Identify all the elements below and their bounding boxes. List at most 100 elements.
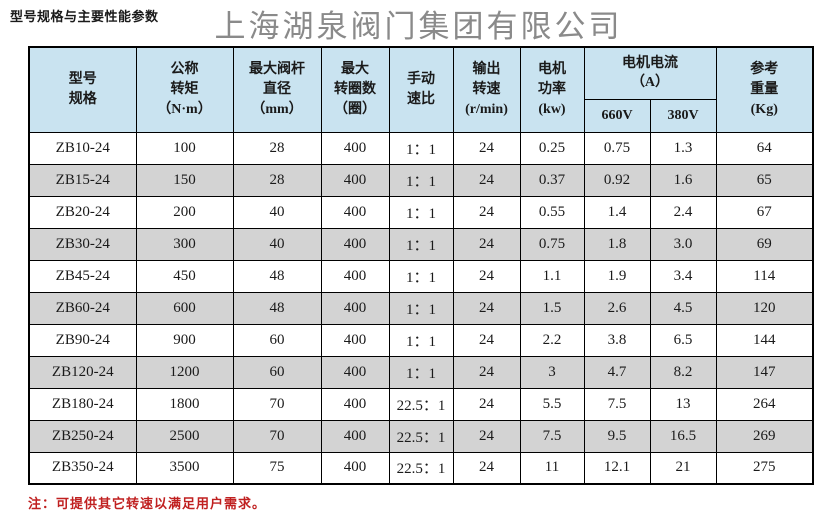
table-cell: 900	[135, 323, 234, 357]
table-cell: 5.5	[519, 387, 585, 421]
table-cell: 28	[232, 163, 322, 197]
table-cell: 400	[320, 387, 390, 421]
table-cell: 1：1	[388, 323, 454, 357]
table-cell: 12.1	[583, 451, 651, 485]
table-cell: 400	[320, 163, 390, 197]
header-stem-diameter: 最大阀杆 直径 （mm）	[232, 46, 322, 133]
table-cell: ZB30-24	[28, 227, 137, 261]
table-cell: 0.92	[583, 163, 651, 197]
table-cell: 2500	[135, 419, 234, 453]
table-cell: ZB20-24	[28, 195, 137, 229]
table-cell: 24	[452, 355, 521, 389]
table-cell: 9.5	[583, 419, 651, 453]
table-cell: ZB10-24	[28, 131, 137, 165]
table-row: ZB60-24 600 48 400 1：1 24 1.5 2.6 4.5 120	[28, 291, 814, 325]
table-row: ZB10-24 100 28 400 1：1 24 0.25 0.75 1.3 64	[28, 131, 814, 165]
table-cell: 269	[715, 419, 814, 453]
table-cell: 65	[715, 163, 814, 197]
table-cell: 0.75	[583, 131, 651, 165]
table-cell: 22.5：1	[388, 419, 454, 453]
table-cell: 24	[452, 291, 521, 325]
table-cell: 1：1	[388, 131, 454, 165]
table-cell: 24	[452, 195, 521, 229]
table-cell: 7.5	[519, 419, 585, 453]
header-max-turns: 最大 转圈数 （圈）	[320, 46, 390, 133]
header-torque: 公称 转矩 （N·m）	[135, 46, 234, 133]
table-cell: 3500	[135, 451, 234, 485]
table-cell: 28	[232, 131, 322, 165]
table-cell: 150	[135, 163, 234, 197]
table-cell: 11	[519, 451, 585, 485]
table-cell: 1：1	[388, 259, 454, 293]
table-cell: 8.2	[649, 355, 717, 389]
header-model: 型号 规格	[28, 46, 137, 133]
table-cell: 24	[452, 387, 521, 421]
table-cell: 400	[320, 227, 390, 261]
table-cell: 114	[715, 259, 814, 293]
table-cell: 22.5：1	[388, 387, 454, 421]
table-cell: 2.2	[519, 323, 585, 357]
table-cell: ZB120-24	[28, 355, 137, 389]
footer-note: 注：可提供其它转速以满足用户需求。	[28, 496, 267, 511]
table-cell: 3.4	[649, 259, 717, 293]
header-motor-power: 电机 功率 (kw)	[519, 46, 585, 133]
table-row: ZB30-24 300 40 400 1：1 24 0.75 1.8 3.0 69	[28, 227, 814, 261]
table-row: ZB350-24 3500 75 400 22.5：1 24 11 12.1 21 275	[28, 451, 814, 485]
table-cell: 24	[452, 451, 521, 485]
table-cell: 3.0	[649, 227, 717, 261]
table-row: ZB15-24 150 28 400 1：1 24 0.37 0.92 1.6 65	[28, 163, 814, 197]
table-cell: 400	[320, 195, 390, 229]
table-cell: 400	[320, 451, 390, 485]
table-cell: 275	[715, 451, 814, 485]
table-cell: 400	[320, 131, 390, 165]
table-cell: 4.5	[649, 291, 717, 325]
table-cell: 1.4	[583, 195, 651, 229]
table-cell: 70	[232, 387, 322, 421]
table-cell: 120	[715, 291, 814, 325]
table-cell: 147	[715, 355, 814, 389]
table-cell: 1.9	[583, 259, 651, 293]
table-cell: 0.75	[519, 227, 585, 261]
table-cell: ZB180-24	[28, 387, 137, 421]
table-cell: ZB250-24	[28, 419, 137, 453]
table-cell: 75	[232, 451, 322, 485]
table-cell: 6.5	[649, 323, 717, 357]
table-cell: 40	[232, 195, 322, 229]
table-cell: 60	[232, 323, 322, 357]
table-cell: 400	[320, 291, 390, 325]
table-cell: 1.1	[519, 259, 585, 293]
table-cell: 1：1	[388, 195, 454, 229]
table-row: ZB250-24 2500 70 400 22.5：1 24 7.5 9.5 16.5 269	[28, 419, 814, 453]
table-cell: 144	[715, 323, 814, 357]
header-ref-weight: 参考 重量 (Kg)	[715, 46, 814, 133]
table-cell: 1.8	[583, 227, 651, 261]
table-cell: 1200	[135, 355, 234, 389]
table-cell: 48	[232, 259, 322, 293]
table-row: ZB45-24 450 48 400 1：1 24 1.1 1.9 3.4 114	[28, 259, 814, 293]
section-label: 型号规格与主要性能参数	[10, 9, 159, 24]
table-cell: 24	[452, 163, 521, 197]
table-cell: 67	[715, 195, 814, 229]
table-header: 型号 规格 公称 转矩 （N·m） 最大阀杆 直径 （mm） 最大 转圈数 （圈…	[28, 46, 814, 133]
table-cell: 100	[135, 131, 234, 165]
table-cell: 1800	[135, 387, 234, 421]
table-row: ZB90-24 900 60 400 1：1 24 2.2 3.8 6.5 144	[28, 323, 814, 357]
table-cell: 450	[135, 259, 234, 293]
table-cell: 400	[320, 355, 390, 389]
table-cell: 21	[649, 451, 717, 485]
table-cell: 1：1	[388, 291, 454, 325]
table-cell: 24	[452, 227, 521, 261]
table-cell: 300	[135, 227, 234, 261]
header-motor-current: 电机电流 （A）	[583, 46, 717, 100]
table-cell: 48	[232, 291, 322, 325]
table-cell: 24	[452, 131, 521, 165]
table-cell: 200	[135, 195, 234, 229]
table-cell: 400	[320, 419, 390, 453]
header-output-speed: 输出 转速 (r/min)	[452, 46, 521, 133]
table-cell: ZB60-24	[28, 291, 137, 325]
table-row: ZB20-24 200 40 400 1：1 24 0.55 1.4 2.4 67	[28, 195, 814, 229]
table-cell: 40	[232, 227, 322, 261]
table-cell: ZB350-24	[28, 451, 137, 485]
table-cell: 3.8	[583, 323, 651, 357]
table-row: ZB120-24 1200 60 400 1：1 24 3 4.7 8.2 147	[28, 355, 814, 389]
